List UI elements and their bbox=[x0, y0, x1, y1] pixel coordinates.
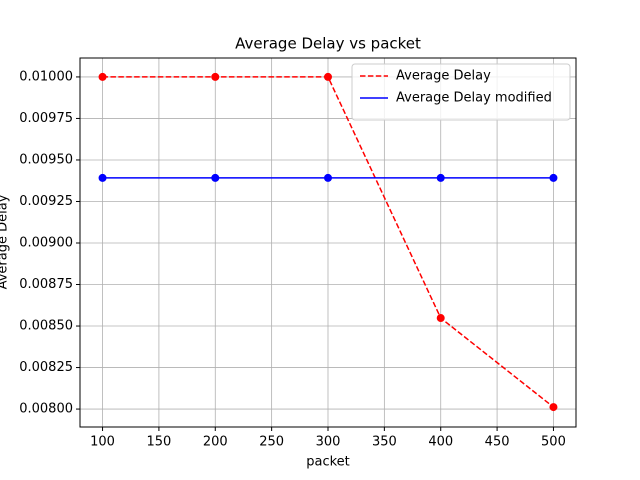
legend-label: Average Delay bbox=[396, 69, 491, 84]
x-tick-label: 300 bbox=[316, 435, 341, 450]
y-tick-label: 0.00900 bbox=[19, 235, 73, 250]
x-tick-label: 200 bbox=[203, 435, 228, 450]
legend: Average Delay Average Delay modified bbox=[351, 63, 571, 121]
chart-title: Average Delay vs packet bbox=[235, 35, 421, 53]
data-point bbox=[324, 72, 332, 81]
y-axis-label: Average Delay bbox=[0, 194, 11, 289]
x-tick-label: 400 bbox=[428, 435, 453, 450]
y-tick-label: 0.00950 bbox=[19, 152, 73, 167]
x-axis-label: packet bbox=[306, 455, 350, 470]
x-tick-label: 500 bbox=[541, 435, 566, 450]
legend-label: Average Delay modified bbox=[396, 91, 552, 106]
data-point bbox=[211, 72, 220, 81]
y-tick-label: 0.00975 bbox=[19, 111, 73, 126]
data-point bbox=[436, 173, 445, 182]
y-tick-label: 0.00800 bbox=[19, 402, 73, 417]
data-point bbox=[436, 314, 445, 323]
data-point bbox=[549, 403, 558, 412]
x-tick-label: 150 bbox=[146, 435, 171, 450]
x-tick-label: 450 bbox=[485, 435, 510, 450]
plot-frame bbox=[79, 57, 577, 428]
y-tick-label: 0.00925 bbox=[19, 194, 73, 209]
y-tick-label: 0.01000 bbox=[19, 69, 73, 84]
x-tick-label: 100 bbox=[90, 435, 115, 450]
y-tick-label: 0.00825 bbox=[19, 360, 73, 375]
data-point bbox=[98, 72, 107, 81]
y-tick-label: 0.00850 bbox=[19, 319, 73, 334]
data-point bbox=[324, 173, 332, 182]
x-tick-label: 250 bbox=[259, 435, 284, 450]
legend-box bbox=[351, 63, 571, 121]
data-point bbox=[549, 173, 558, 182]
data-point bbox=[98, 173, 107, 182]
data-point bbox=[211, 173, 220, 182]
y-tick-label: 0.00875 bbox=[19, 277, 73, 292]
x-tick-label: 350 bbox=[372, 435, 397, 450]
